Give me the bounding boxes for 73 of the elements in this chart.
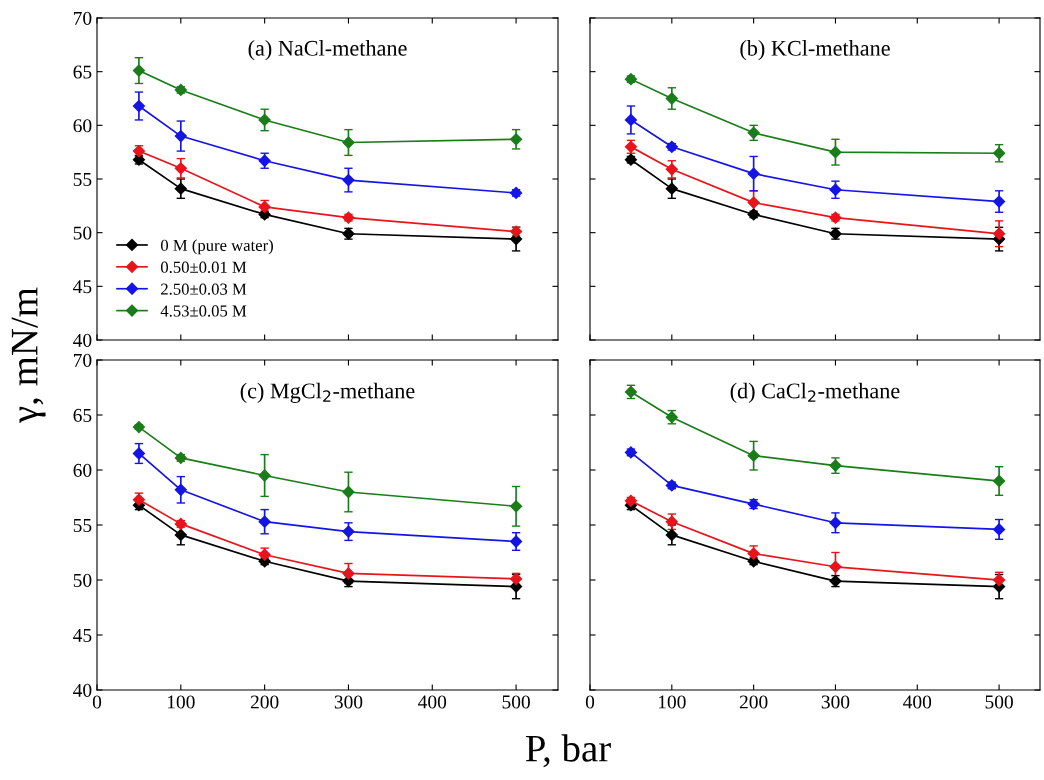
x-tick-label: 400	[903, 695, 932, 709]
point	[342, 173, 355, 187]
point	[132, 421, 146, 434]
point	[624, 113, 638, 127]
point	[342, 567, 355, 580]
y-axis-title: γ, mN/m	[11, 287, 46, 424]
point	[665, 92, 678, 105]
y-tick-label: 45	[73, 628, 92, 642]
legend-label: 4.53±0.05 M	[160, 305, 247, 317]
y-tick-label: 65	[73, 408, 92, 422]
point	[509, 133, 523, 146]
point	[174, 528, 187, 541]
point	[342, 525, 355, 538]
x-tick-label: 500	[985, 695, 1013, 709]
text: (a) NaCl-methane	[248, 40, 407, 61]
x-tick-label: 200	[250, 695, 279, 709]
point	[258, 469, 271, 482]
legend-label: 0.50±0.01 M	[160, 261, 247, 273]
point	[829, 516, 842, 529]
y-tick-label: 70	[73, 353, 92, 367]
y-tick-label: 45	[73, 280, 92, 294]
legend-label: 2.50±0.03 M	[161, 283, 247, 295]
point	[132, 64, 146, 77]
y-tick-label: 60	[73, 119, 92, 133]
y-tick-label: 40	[73, 333, 92, 347]
point	[665, 163, 678, 176]
point	[174, 129, 187, 143]
y-tick-label: 50	[73, 226, 92, 240]
point	[132, 99, 146, 113]
y-tick-label: 55	[73, 519, 92, 532]
x-tick-label: 0	[585, 695, 595, 709]
point	[992, 195, 1006, 208]
text: (d) CaCl$_{2}$-methane	[730, 382, 900, 403]
x-tick-label: 200	[739, 695, 768, 709]
legend-label: 0 M (pure water)	[160, 239, 273, 255]
point	[665, 528, 678, 541]
y-tick-label: 50	[73, 573, 92, 587]
point	[174, 483, 187, 496]
x-tick-label: 400	[418, 695, 447, 709]
point	[132, 447, 146, 460]
y-tick-label: 60	[73, 463, 92, 477]
point	[174, 162, 187, 175]
point	[992, 147, 1006, 160]
x-tick-label: 300	[821, 695, 850, 709]
point	[509, 500, 523, 513]
point	[992, 227, 1006, 240]
point	[174, 182, 187, 195]
point	[992, 523, 1006, 536]
x-tick-label: 300	[334, 695, 363, 709]
y-tick-label: 70	[73, 11, 92, 25]
y-tick-label: 55	[73, 173, 92, 186]
point	[747, 167, 760, 180]
point	[258, 113, 271, 127]
point	[829, 560, 842, 573]
point	[665, 182, 678, 195]
x-tick-label: 100	[167, 695, 195, 709]
text: (b) KCl-methane	[740, 40, 890, 61]
point	[342, 136, 355, 149]
point	[747, 449, 760, 462]
y-tick-label: 65	[73, 65, 92, 79]
text: (c) MgCl$_{2}$-methane	[240, 382, 415, 403]
y-tick-label: 40	[73, 683, 92, 697]
x-axis-title: P, bar	[525, 734, 611, 768]
point	[829, 146, 842, 159]
x-tick-label: 500	[502, 695, 530, 709]
point	[509, 535, 523, 548]
point	[747, 196, 760, 209]
x-tick-label: 0	[92, 695, 102, 709]
point	[342, 485, 355, 499]
point	[829, 183, 842, 196]
point	[258, 515, 271, 528]
point	[992, 474, 1006, 488]
x-tick-label: 100	[658, 695, 686, 709]
